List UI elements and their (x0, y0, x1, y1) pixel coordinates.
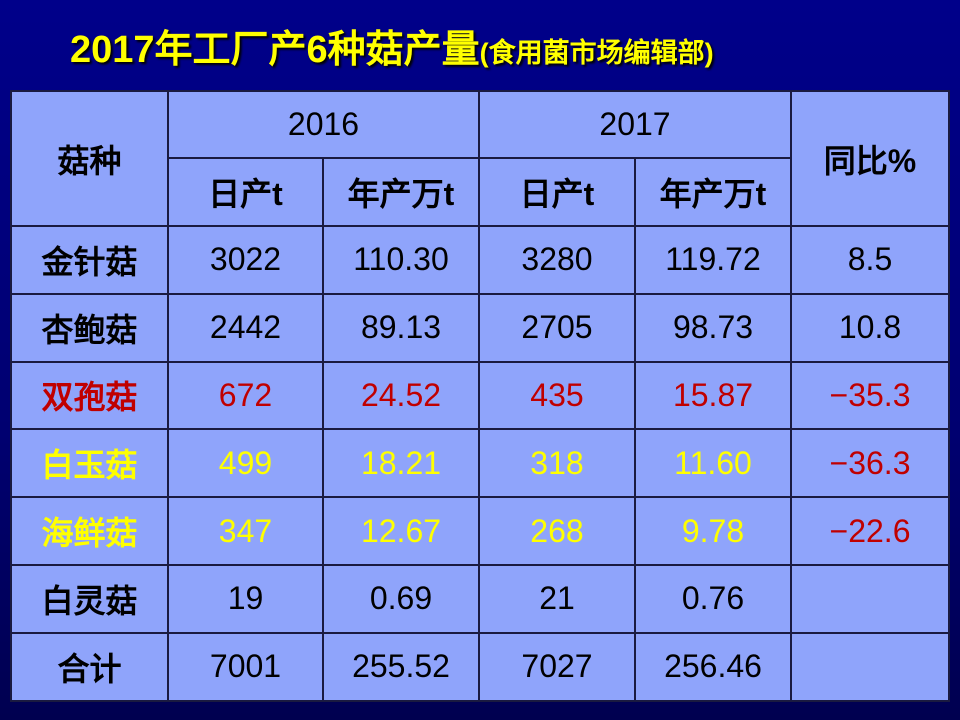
header-cell: 2016 (167, 90, 480, 159)
variety-cell: 金针菇 (10, 225, 169, 295)
value-cell: 15.87 (634, 360, 792, 431)
variety-cell: 杏鲍菇 (10, 292, 169, 363)
value-cell: 2705 (478, 292, 636, 363)
header-cell: 菇种 (10, 90, 169, 227)
data-row: 海鲜菇 347 12.67 268 9.78 −22.6 (10, 496, 950, 566)
production-table: 菇种 2016 2017 同比% 日产t 年产万t 日产t 年产万t 金针菇 3022 1… (10, 90, 950, 702)
value-cell: 3280 (478, 225, 636, 295)
value-cell: 19 (167, 563, 324, 634)
value-cell: 347 (167, 496, 324, 566)
value-cell: 11.60 (634, 428, 792, 499)
value-cell: 256.46 (634, 631, 792, 702)
header-cell: 日产t (167, 157, 324, 227)
header-cell: 日产t (478, 157, 636, 227)
data-row: 双孢菇 672 24.52 435 15.87 −35.3 (10, 360, 950, 431)
data-row: 合计 7001 255.52 7027 256.46 (10, 631, 950, 702)
value-cell: 7001 (167, 631, 324, 702)
value-cell: 8.5 (790, 225, 950, 295)
value-cell: −36.3 (790, 428, 950, 499)
value-cell: 21 (478, 563, 636, 634)
header-cell: 年产万t (634, 157, 792, 227)
value-cell: 672 (167, 360, 324, 431)
value-cell: 9.78 (634, 496, 792, 566)
value-cell: 110.30 (322, 225, 480, 295)
value-cell: 318 (478, 428, 636, 499)
value-cell: 3022 (167, 225, 324, 295)
value-cell: 98.73 (634, 292, 792, 363)
value-cell: 499 (167, 428, 324, 499)
title: 2017年工厂产6种菇产量 (70, 29, 480, 71)
value-cell: 10.8 (790, 292, 950, 363)
value-cell: 268 (478, 496, 636, 566)
value-cell: 89.13 (322, 292, 480, 363)
empty-cell (790, 631, 950, 702)
value-cell: 0.69 (322, 563, 480, 634)
header-row: 日产t 年产万t 日产t 年产万t (11, 157, 949, 227)
variety-cell: 白玉菇 (10, 428, 169, 499)
value-cell: −35.3 (790, 360, 950, 431)
subtitle: (食用菌市场编辑部) (479, 38, 714, 68)
value-cell: 435 (478, 360, 636, 431)
variety-cell: 合计 (10, 631, 169, 702)
empty-cell (790, 563, 950, 634)
value-cell: −22.6 (790, 496, 950, 566)
value-cell: 2442 (167, 292, 324, 363)
title-block: 2017年工厂产6种菇产量(食用菌市场编辑部) (70, 18, 714, 73)
value-cell: 24.52 (322, 360, 480, 431)
data-row: 杏鲍菇 2442 89.13 2705 98.73 10.8 (10, 292, 950, 363)
variety-cell: 海鲜菇 (10, 496, 169, 566)
value-cell: 119.72 (634, 225, 792, 295)
value-cell: 7027 (478, 631, 636, 702)
header-row: 菇种 2016 2017 同比% (10, 90, 950, 227)
data-row: 白灵菇 19 0.69 21 0.76 (10, 563, 950, 634)
value-cell: 255.52 (322, 631, 480, 702)
header-cell: 2017 (478, 90, 792, 159)
header-cell: 年产万t (322, 157, 480, 227)
value-cell: 12.67 (322, 496, 480, 566)
data-row: 金针菇 3022 110.30 3280 119.72 8.5 (10, 225, 950, 295)
variety-cell: 双孢菇 (10, 360, 169, 431)
data-row: 白玉菇 499 18.21 318 11.60 −36.3 (10, 428, 950, 499)
value-cell: 18.21 (322, 428, 480, 499)
table-body: 菇种 2016 2017 同比% 日产t 年产万t 日产t 年产万t 金针菇 3022 1… (10, 90, 950, 702)
header-cell: 同比% (790, 90, 950, 227)
value-cell: 0.76 (634, 563, 792, 634)
variety-cell: 白灵菇 (10, 563, 169, 634)
